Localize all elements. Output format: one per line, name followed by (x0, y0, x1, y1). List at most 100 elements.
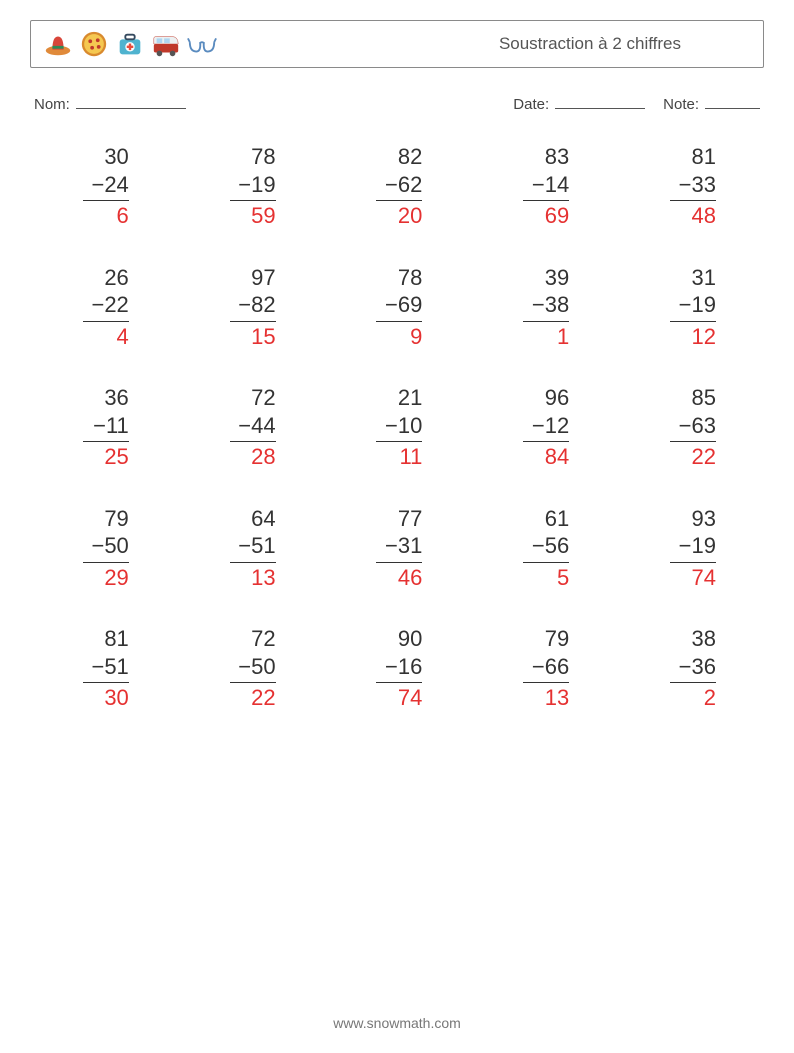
answer: 2 (704, 684, 716, 712)
minuend: 82 (398, 143, 422, 171)
rule-line (83, 200, 129, 201)
glasses-icon (187, 29, 217, 59)
subtrahend-row: −63 (679, 412, 716, 440)
minus-sign: − (385, 412, 398, 440)
date-blank (555, 94, 645, 109)
answer: 28 (251, 443, 275, 471)
problem-cell: 79−5029 (40, 505, 167, 592)
minuend: 64 (251, 505, 275, 533)
problem-cell: 79−6613 (480, 625, 607, 712)
rule-line (376, 441, 422, 442)
problem-cell: 97−8215 (187, 264, 314, 351)
minus-sign: − (91, 171, 104, 199)
problem-cell: 85−6322 (627, 384, 754, 471)
answer: 22 (692, 443, 716, 471)
answer: 13 (251, 564, 275, 592)
subtrahend: 14 (545, 171, 569, 199)
rule-line (376, 562, 422, 563)
problems-grid: 30−24678−195982−622083−146981−334826−224… (30, 143, 764, 712)
minus-sign: − (679, 412, 692, 440)
subtrahend-row: −24 (91, 171, 128, 199)
minuend: 30 (104, 143, 128, 171)
subtrahend-row: −50 (91, 532, 128, 560)
minus-sign: − (532, 412, 545, 440)
problem-cell: 77−3146 (334, 505, 461, 592)
minus-sign: − (91, 532, 104, 560)
problem-cell: 61−565 (480, 505, 607, 592)
worksheet-title: Soustraction à 2 chiffres (499, 34, 751, 54)
subtrahend: 19 (692, 291, 716, 319)
subtrahend-row: −12 (532, 412, 569, 440)
answer: 74 (398, 684, 422, 712)
meta-row: Nom: Date: Note: (30, 94, 764, 113)
subtrahend: 10 (398, 412, 422, 440)
subtrahend-row: −66 (532, 653, 569, 681)
rule-line (670, 200, 716, 201)
rule-line (230, 682, 276, 683)
minus-sign: − (679, 171, 692, 199)
rule-line (376, 321, 422, 322)
answer: 12 (692, 323, 716, 351)
answer: 30 (104, 684, 128, 712)
subtrahend: 44 (251, 412, 275, 440)
subtrahend: 51 (104, 653, 128, 681)
problem-cell: 21−10 11 (334, 384, 461, 471)
subtrahend-row: −82 (238, 291, 275, 319)
camper-icon (151, 29, 181, 59)
problem-cell: 82−6220 (334, 143, 461, 230)
minus-sign: − (238, 532, 251, 560)
rule-line (523, 321, 569, 322)
subtrahend: 22 (104, 291, 128, 319)
minuend: 79 (545, 625, 569, 653)
answer: 6 (117, 202, 129, 230)
header-icons-row (43, 29, 217, 59)
subtrahend: 56 (545, 532, 569, 560)
problem-cell: 39−381 (480, 264, 607, 351)
rule-line (523, 441, 569, 442)
date-field: Date: (513, 94, 645, 113)
problem-cell: 90−1674 (334, 625, 461, 712)
rule-line (230, 321, 276, 322)
minus-sign: − (679, 532, 692, 560)
rule-line (376, 682, 422, 683)
rule-line (523, 562, 569, 563)
answer: 9 (410, 323, 422, 351)
subtrahend-row: −51 (91, 653, 128, 681)
answer: 1 (557, 323, 569, 351)
problem-cell: 78−699 (334, 264, 461, 351)
answer: 5 (557, 564, 569, 592)
answer: 46 (398, 564, 422, 592)
answer: 22 (251, 684, 275, 712)
grade-blank (705, 94, 760, 109)
subtrahend-row: −10 (385, 412, 422, 440)
minus-sign: − (385, 653, 398, 681)
problem-cell: 72−4428 (187, 384, 314, 471)
minuend: 21 (398, 384, 422, 412)
minus-sign: − (238, 653, 251, 681)
subtrahend-row: −14 (532, 171, 569, 199)
answer: 59 (251, 202, 275, 230)
answer: 11 (400, 443, 423, 471)
minuend: 78 (251, 143, 275, 171)
minuend: 79 (104, 505, 128, 533)
answer: 74 (692, 564, 716, 592)
answer: 20 (398, 202, 422, 230)
problem-cell: 81−3348 (627, 143, 754, 230)
sombrero-icon (43, 29, 73, 59)
minus-sign: − (385, 291, 398, 319)
problem-cell: 30−24 6 (40, 143, 167, 230)
rule-line (670, 441, 716, 442)
subtrahend: 11 (106, 412, 129, 440)
problem-cell: 96−1284 (480, 384, 607, 471)
subtrahend-row: −31 (385, 532, 422, 560)
problem-cell: 93−1974 (627, 505, 754, 592)
minuend: 83 (545, 143, 569, 171)
date-label: Date: (513, 96, 549, 113)
minuend: 90 (398, 625, 422, 653)
subtrahend: 12 (545, 412, 569, 440)
problem-cell: 38−362 (627, 625, 754, 712)
subtrahend-row: −38 (532, 291, 569, 319)
answer: 15 (251, 323, 275, 351)
rule-line (523, 682, 569, 683)
rule-line (230, 441, 276, 442)
